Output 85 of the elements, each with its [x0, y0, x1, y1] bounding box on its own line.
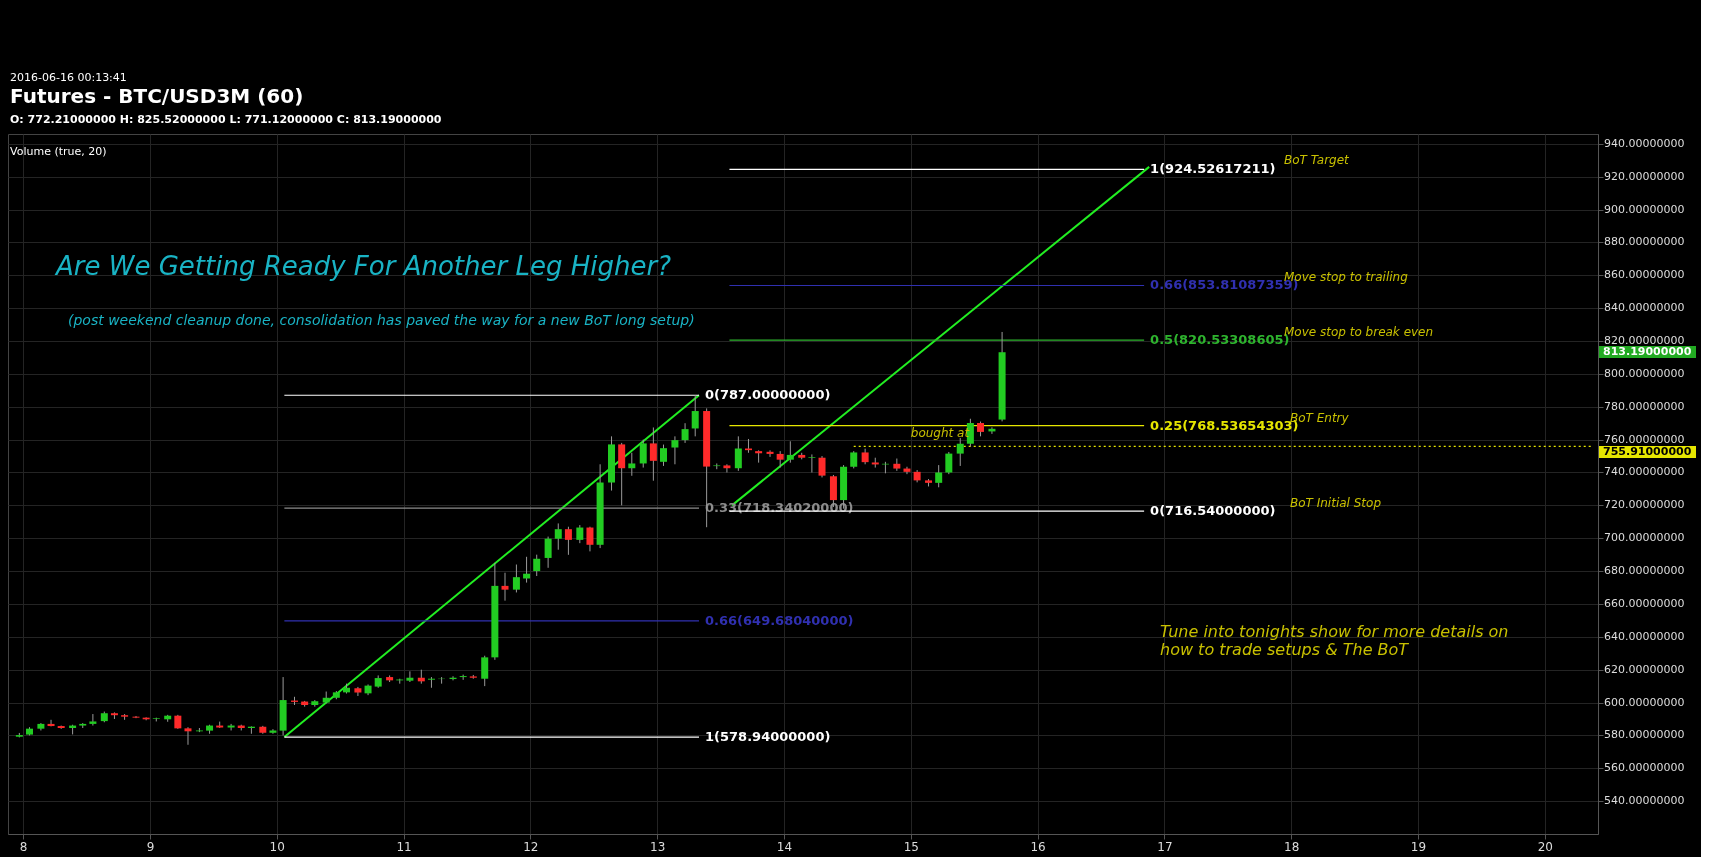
- y-tick-label: 820.00000000: [1604, 334, 1685, 348]
- x-tick-label: 17: [1157, 839, 1173, 854]
- y-tick-label: 540.00000000: [1604, 794, 1685, 808]
- candlestick: [956, 437, 964, 467]
- candlestick: [512, 564, 520, 593]
- candlestick: [691, 394, 699, 437]
- y-tick-label: 720.00000000: [1604, 498, 1685, 512]
- x-tick-label: 9: [146, 839, 155, 854]
- candlestick: [47, 719, 55, 727]
- chart-subtitle: O: 772.21000000 H: 825.52000000 L: 771.12000000 C: 813.19000000: [10, 113, 442, 126]
- x-tick-label: 8: [19, 839, 28, 854]
- x-tick-label: 18: [1284, 839, 1300, 854]
- series-label: 1(924.52617211): [1150, 161, 1276, 177]
- series-label: 1(578.94000000): [705, 729, 831, 745]
- candlestick: [681, 422, 689, 444]
- candlestick: [628, 452, 636, 477]
- candlestick: [501, 572, 509, 602]
- x-tick-label: 19: [1410, 839, 1427, 854]
- candlestick: [533, 554, 541, 577]
- y-tick-label: 580.00000000: [1604, 728, 1685, 742]
- candlestick: [945, 451, 953, 475]
- x-tick-label: 16: [1030, 839, 1046, 854]
- x-tick-label: 12: [523, 839, 539, 854]
- annotation: Volume (true, 20): [10, 145, 107, 158]
- y-tick-label: 660.00000000: [1604, 596, 1685, 610]
- y-tick-label: 760.00000000: [1604, 432, 1685, 446]
- y-tick-label: 560.00000000: [1604, 761, 1685, 775]
- candlestick: [660, 444, 668, 467]
- candlestick: [406, 670, 414, 683]
- y-tick-label: 680.00000000: [1604, 564, 1685, 578]
- series-label: 0.66(649.68040000): [705, 612, 854, 628]
- candlestick: [734, 435, 742, 472]
- candlestick: [89, 713, 97, 727]
- candlestick: [649, 426, 657, 482]
- candlestick: [935, 464, 943, 488]
- candlestick: [808, 453, 816, 473]
- annotation: (post weekend cleanup done, consolidation has paved the way for a new BoT long setup): [68, 312, 695, 328]
- y-tick-label: 740.00000000: [1604, 465, 1685, 479]
- y-tick-label: 860.00000000: [1604, 268, 1685, 282]
- text: 813.19000000: [1603, 345, 1692, 358]
- candlestick: [184, 726, 192, 746]
- series-label: 0(787.00000000): [705, 387, 831, 403]
- text: 755.91000000: [1603, 445, 1692, 458]
- y-tick-label: 880.00000000: [1604, 235, 1685, 249]
- candlestick: [554, 522, 562, 551]
- y-tick-label: 640.00000000: [1604, 629, 1685, 643]
- y-tick-label: 900.00000000: [1604, 202, 1685, 216]
- candlestick: [818, 455, 826, 478]
- y-tick-label: 780.00000000: [1604, 399, 1685, 413]
- candlestick: [671, 435, 679, 465]
- y-tick-label: 600.00000000: [1604, 695, 1685, 709]
- y-tick-label: 920.00000000: [1604, 169, 1685, 183]
- candlestick: [723, 463, 731, 473]
- chart-title: Futures - BTC/USD3M (60): [10, 84, 304, 108]
- candlestick: [766, 449, 774, 458]
- series-label: 0(716.54000000): [1150, 503, 1276, 519]
- candlestick: [227, 723, 235, 731]
- annotation: BoT Target: [1284, 153, 1351, 167]
- x-tick-label: 10: [269, 839, 285, 854]
- candlestick: [544, 536, 552, 569]
- annotation: Are We Getting Ready For Another Leg Higher?: [54, 251, 672, 281]
- candlestick: [427, 676, 435, 689]
- candlestick: [618, 442, 626, 506]
- candlestick: [639, 439, 647, 469]
- y-tick-label: 840.00000000: [1604, 301, 1685, 315]
- candlestick: [132, 715, 140, 719]
- y-tick-label: 700.00000000: [1604, 531, 1685, 545]
- candlestick: [755, 449, 763, 464]
- y-tick-label: 940.00000000: [1604, 136, 1685, 150]
- text: 2016-06-16 00:13:41: [10, 71, 127, 84]
- x-tick-label: 20: [1537, 839, 1553, 854]
- x-tick-label: 11: [396, 839, 412, 854]
- candlestick: [786, 440, 794, 464]
- annotation: BoT Initial Stop: [1290, 496, 1382, 510]
- candlestick: [586, 526, 594, 552]
- candlestick: [481, 655, 489, 687]
- y-tick-label: 800.00000000: [1604, 366, 1685, 380]
- annotation: Tune into tonights show for more details on how to trade setups & The BoT: [1160, 622, 1509, 659]
- x-tick-label: 13: [650, 839, 666, 854]
- x-tick-label: 14: [776, 839, 793, 854]
- candlestick: [903, 466, 911, 475]
- y-tick-label: 620.00000000: [1604, 662, 1685, 676]
- x-tick-label: 15: [903, 839, 919, 854]
- candlestick: [564, 526, 572, 556]
- candlestick: [576, 524, 584, 544]
